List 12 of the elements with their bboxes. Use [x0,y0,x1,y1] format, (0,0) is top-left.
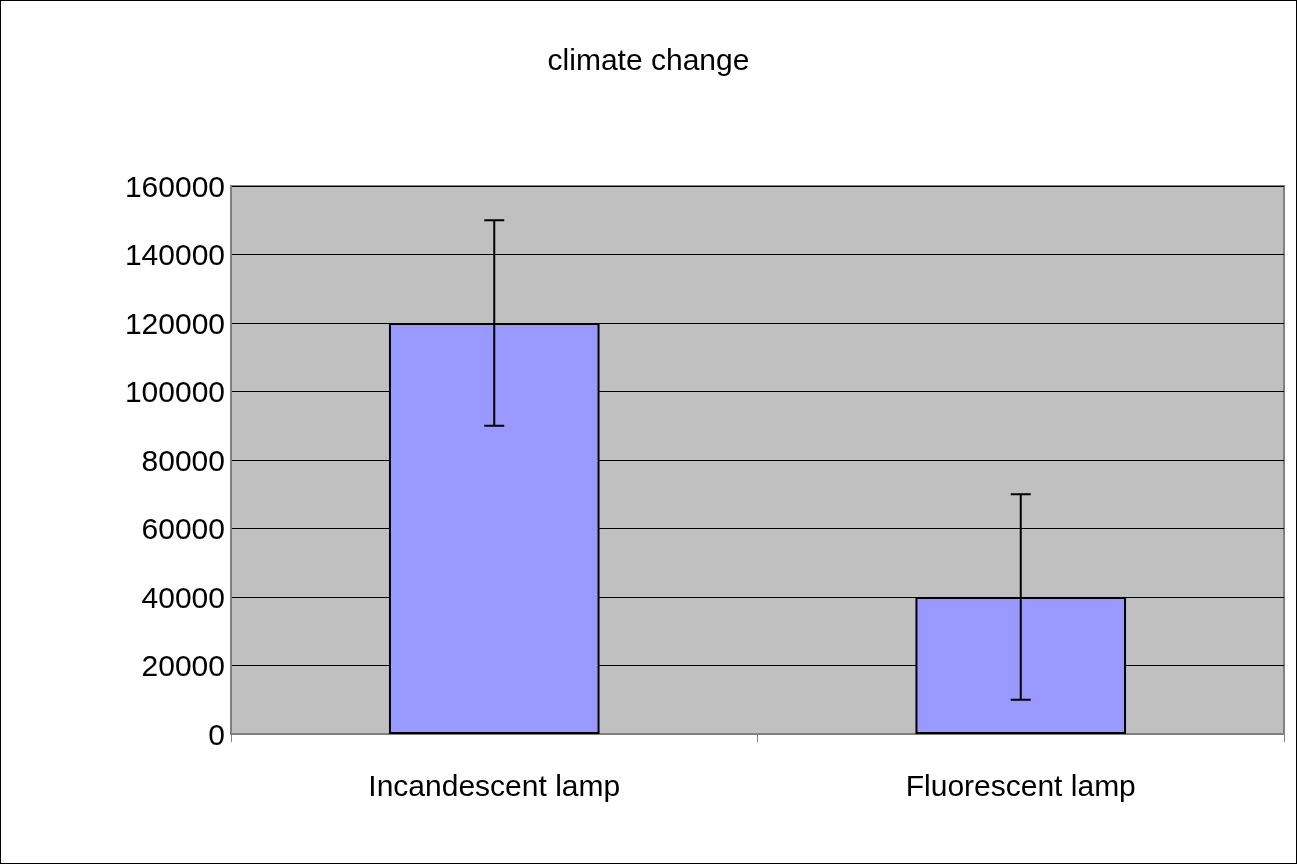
y-tick-label: 100000 [124,375,225,408]
x-tick-label: Fluorescent lamp [905,768,1136,802]
y-tick-label: 120000 [124,306,225,340]
y-tick-label: 140000 [124,238,225,271]
chart-title: climate change [547,42,750,76]
y-tick-label: 0 [208,717,225,751]
y-tick-label: 40000 [141,580,225,614]
y-tick-label: 20000 [141,649,225,682]
x-tick-label: Incandescent lamp [368,768,621,802]
y-tick-label: 160000 [124,169,225,203]
y-tick-label: 80000 [141,443,225,477]
y-tick-label: 60000 [141,512,225,545]
